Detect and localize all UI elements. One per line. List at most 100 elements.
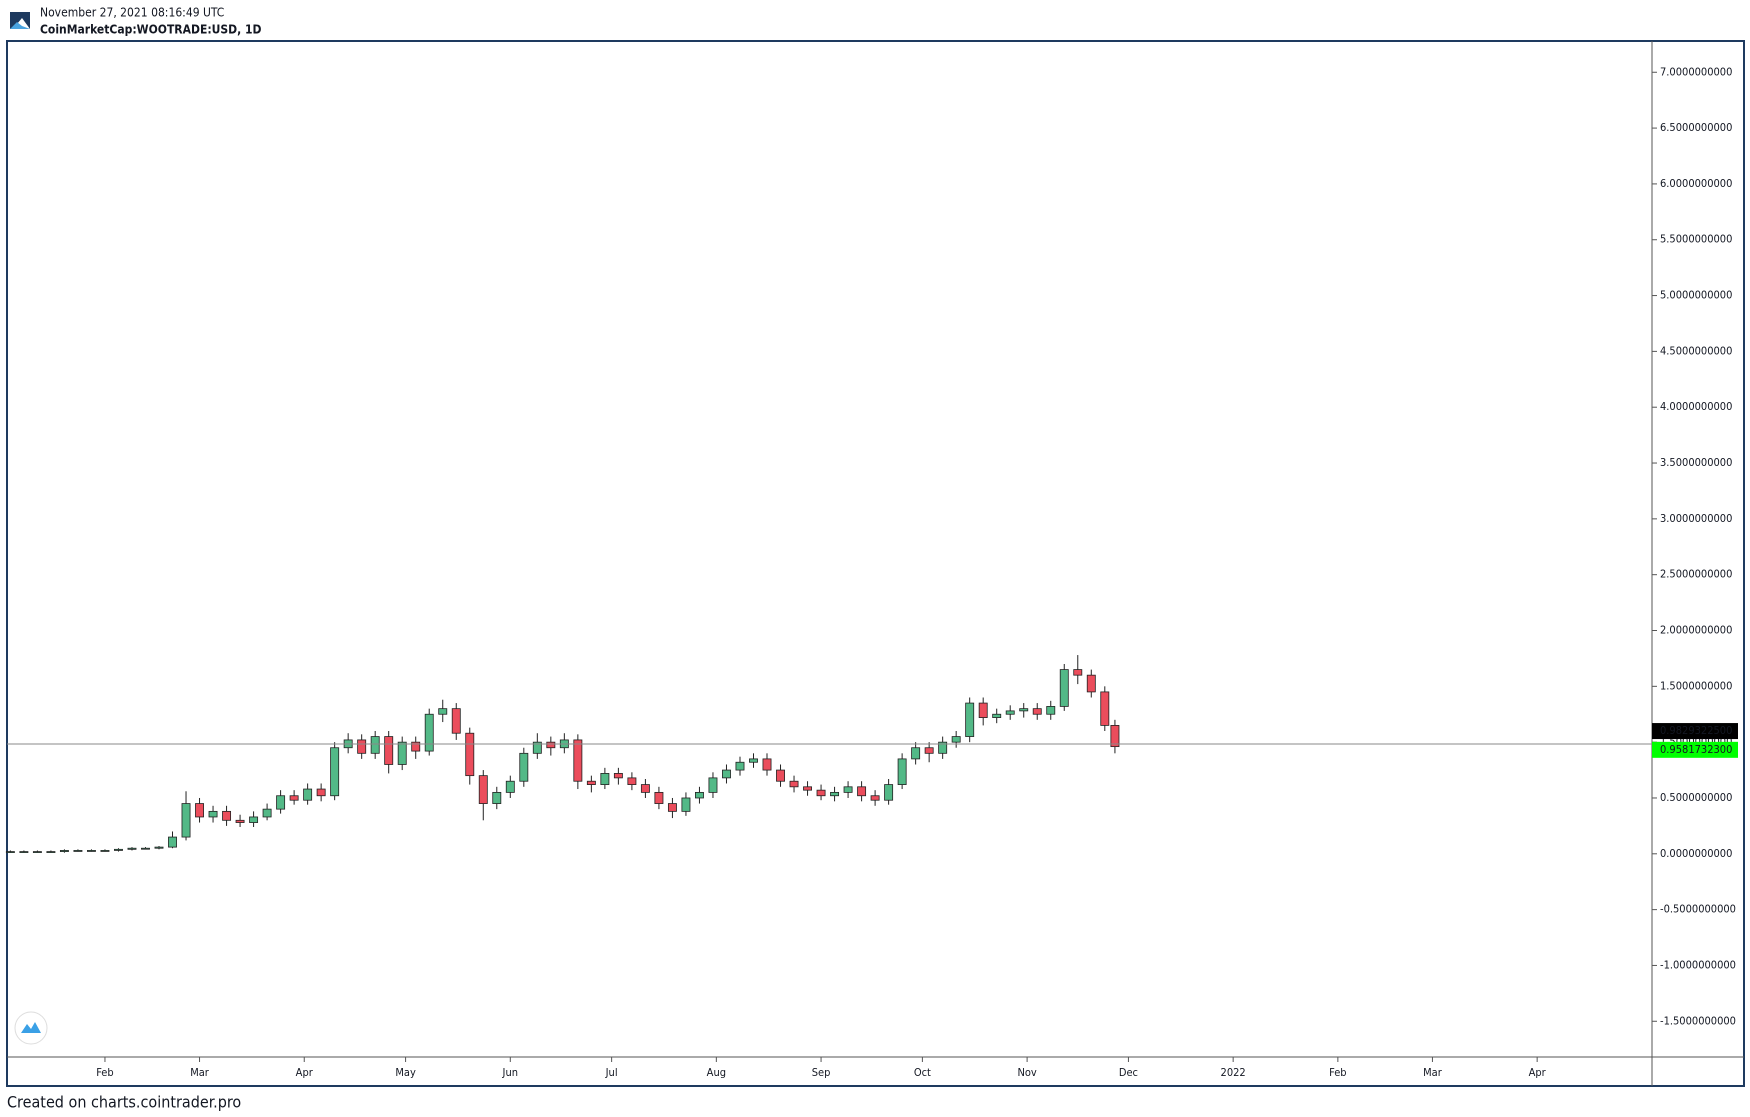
y-tick-label: 7.0000000000 xyxy=(1660,65,1732,78)
candle-body xyxy=(100,850,110,852)
candle-body xyxy=(627,777,637,785)
candle-body xyxy=(1019,708,1029,712)
candle-body xyxy=(600,773,610,785)
candle-body xyxy=(1032,708,1042,715)
y-tick-label: 2.5000000000 xyxy=(1660,568,1732,581)
candle-body xyxy=(857,786,867,797)
candle-body xyxy=(654,791,664,804)
candle-body xyxy=(843,786,853,793)
candle-body xyxy=(1110,725,1120,748)
x-tick-label: Jul xyxy=(605,1066,618,1079)
candle-body xyxy=(181,803,191,838)
chart-frame xyxy=(6,40,1745,1087)
candle-body xyxy=(830,791,840,797)
candle-body xyxy=(208,810,218,818)
x-tick-label: May xyxy=(395,1066,416,1079)
candle-body xyxy=(884,784,894,801)
x-tick-label: Oct xyxy=(914,1066,931,1079)
candle-body xyxy=(411,741,421,752)
candle-body xyxy=(59,850,69,852)
candle-body xyxy=(168,836,177,848)
price-label-bg xyxy=(1652,723,1738,740)
candle-body xyxy=(573,739,583,782)
candle-body xyxy=(330,747,340,797)
candle-body xyxy=(438,708,448,715)
x-tick-label: Aug xyxy=(707,1066,726,1079)
y-tick-label: 2.0000000000 xyxy=(1660,624,1732,637)
candle-body xyxy=(803,786,812,791)
candle-body xyxy=(816,789,826,797)
watermark-icon xyxy=(21,1022,41,1033)
candle-body xyxy=(586,780,596,785)
candle-body xyxy=(1086,674,1096,693)
candle-body xyxy=(749,758,758,763)
y-tick-label: 5.5000000000 xyxy=(1660,233,1732,246)
candle-body xyxy=(154,846,164,849)
candle-body xyxy=(1005,710,1015,715)
candle-body xyxy=(762,758,772,771)
candle-body xyxy=(289,795,299,801)
x-tick-label: Apr xyxy=(1529,1066,1547,1079)
candle-body xyxy=(1059,669,1069,707)
y-tick-label: 6.0000000000 xyxy=(1660,177,1732,190)
candle-body xyxy=(276,795,286,810)
candle-body xyxy=(735,761,745,771)
candle-body xyxy=(1046,706,1056,715)
candle-body xyxy=(451,708,461,734)
candle-body xyxy=(640,784,650,793)
y-tick-label: 3.0000000000 xyxy=(1660,512,1732,525)
candle-body xyxy=(532,741,542,754)
candle-body xyxy=(249,816,259,823)
x-tick-label: Dec xyxy=(1119,1066,1138,1079)
candle-body xyxy=(681,797,691,812)
candle-body xyxy=(667,803,677,812)
y-tick-label: 4.5000000000 xyxy=(1660,344,1732,357)
candle-body xyxy=(1100,691,1110,726)
candle-body xyxy=(492,791,502,804)
candle-body xyxy=(303,788,313,801)
candle-body xyxy=(465,732,475,777)
timestamp: November 27, 2021 08:16:49 UTC xyxy=(40,6,224,20)
candle-body xyxy=(722,769,731,779)
candle-body xyxy=(424,713,434,752)
candle-body xyxy=(911,747,921,760)
candle-body xyxy=(776,769,785,782)
candle-body xyxy=(924,747,934,754)
candle-body xyxy=(965,702,975,737)
candle-body xyxy=(222,810,232,821)
y-tick-label: 1.5000000000 xyxy=(1660,679,1732,692)
candle-body xyxy=(992,713,1002,718)
candle-body xyxy=(316,788,326,797)
x-tick-label: Nov xyxy=(1017,1066,1036,1079)
candle-body xyxy=(1073,669,1083,676)
candle-body xyxy=(951,736,961,743)
candle-body xyxy=(262,808,272,818)
candle-body xyxy=(897,758,907,785)
candle-body xyxy=(357,739,367,754)
candle-body xyxy=(46,851,56,853)
candle-body xyxy=(978,702,988,718)
y-tick-label: 4.0000000000 xyxy=(1660,400,1732,413)
candle-body xyxy=(127,847,137,850)
x-tick-label: Sep xyxy=(812,1066,831,1079)
candle-body xyxy=(695,791,704,799)
candle-body xyxy=(708,777,718,793)
y-tick-label: 5.0000000000 xyxy=(1660,289,1732,302)
y-tick-label: -0.5000000000 xyxy=(1660,903,1736,916)
x-tick-label: Apr xyxy=(296,1066,314,1079)
y-tick-label: 0.5000000000 xyxy=(1660,791,1732,804)
candle-body xyxy=(546,741,556,749)
candle-body xyxy=(19,851,29,853)
candle-body xyxy=(938,741,948,754)
candle-body xyxy=(235,819,245,823)
candle-body xyxy=(73,850,83,852)
logo xyxy=(10,11,30,29)
x-tick-label: Jun xyxy=(502,1066,518,1079)
y-tick-label: 3.5000000000 xyxy=(1660,456,1732,469)
candle-body xyxy=(478,775,488,804)
candle-body xyxy=(870,795,880,801)
price-label-bg xyxy=(1652,741,1738,758)
x-tick-label: Feb xyxy=(96,1066,113,1079)
candle-body xyxy=(114,848,123,851)
